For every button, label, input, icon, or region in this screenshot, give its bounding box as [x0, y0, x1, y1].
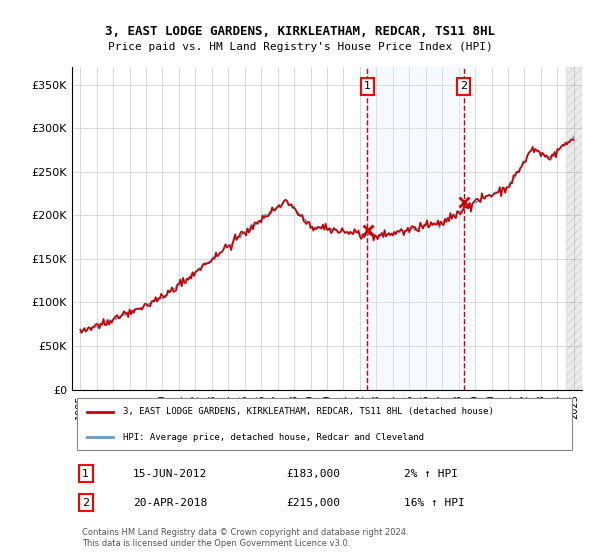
- Text: 1: 1: [82, 469, 89, 479]
- Text: 16% ↑ HPI: 16% ↑ HPI: [404, 498, 464, 508]
- FancyBboxPatch shape: [77, 398, 572, 450]
- Text: HPI: Average price, detached house, Redcar and Cleveland: HPI: Average price, detached house, Redc…: [123, 433, 424, 442]
- Bar: [367, 67, 464, 390]
- Text: 1: 1: [364, 81, 371, 91]
- Bar: [566, 67, 582, 390]
- Text: 20-APR-2018: 20-APR-2018: [133, 498, 208, 508]
- Text: 15-JUN-2012: 15-JUN-2012: [133, 469, 208, 479]
- Text: Price paid vs. HM Land Registry's House Price Index (HPI): Price paid vs. HM Land Registry's House …: [107, 42, 493, 52]
- Text: Contains HM Land Registry data © Crown copyright and database right 2024.
This d: Contains HM Land Registry data © Crown c…: [82, 528, 409, 548]
- Text: £215,000: £215,000: [286, 498, 340, 508]
- Text: £183,000: £183,000: [286, 469, 340, 479]
- Text: 2: 2: [82, 498, 89, 508]
- Text: 3, EAST LODGE GARDENS, KIRKLEATHAM, REDCAR, TS11 8HL (detached house): 3, EAST LODGE GARDENS, KIRKLEATHAM, REDC…: [123, 407, 494, 416]
- Text: 2% ↑ HPI: 2% ↑ HPI: [404, 469, 458, 479]
- Text: 3, EAST LODGE GARDENS, KIRKLEATHAM, REDCAR, TS11 8HL: 3, EAST LODGE GARDENS, KIRKLEATHAM, REDC…: [105, 25, 495, 38]
- Text: 2: 2: [460, 81, 467, 91]
